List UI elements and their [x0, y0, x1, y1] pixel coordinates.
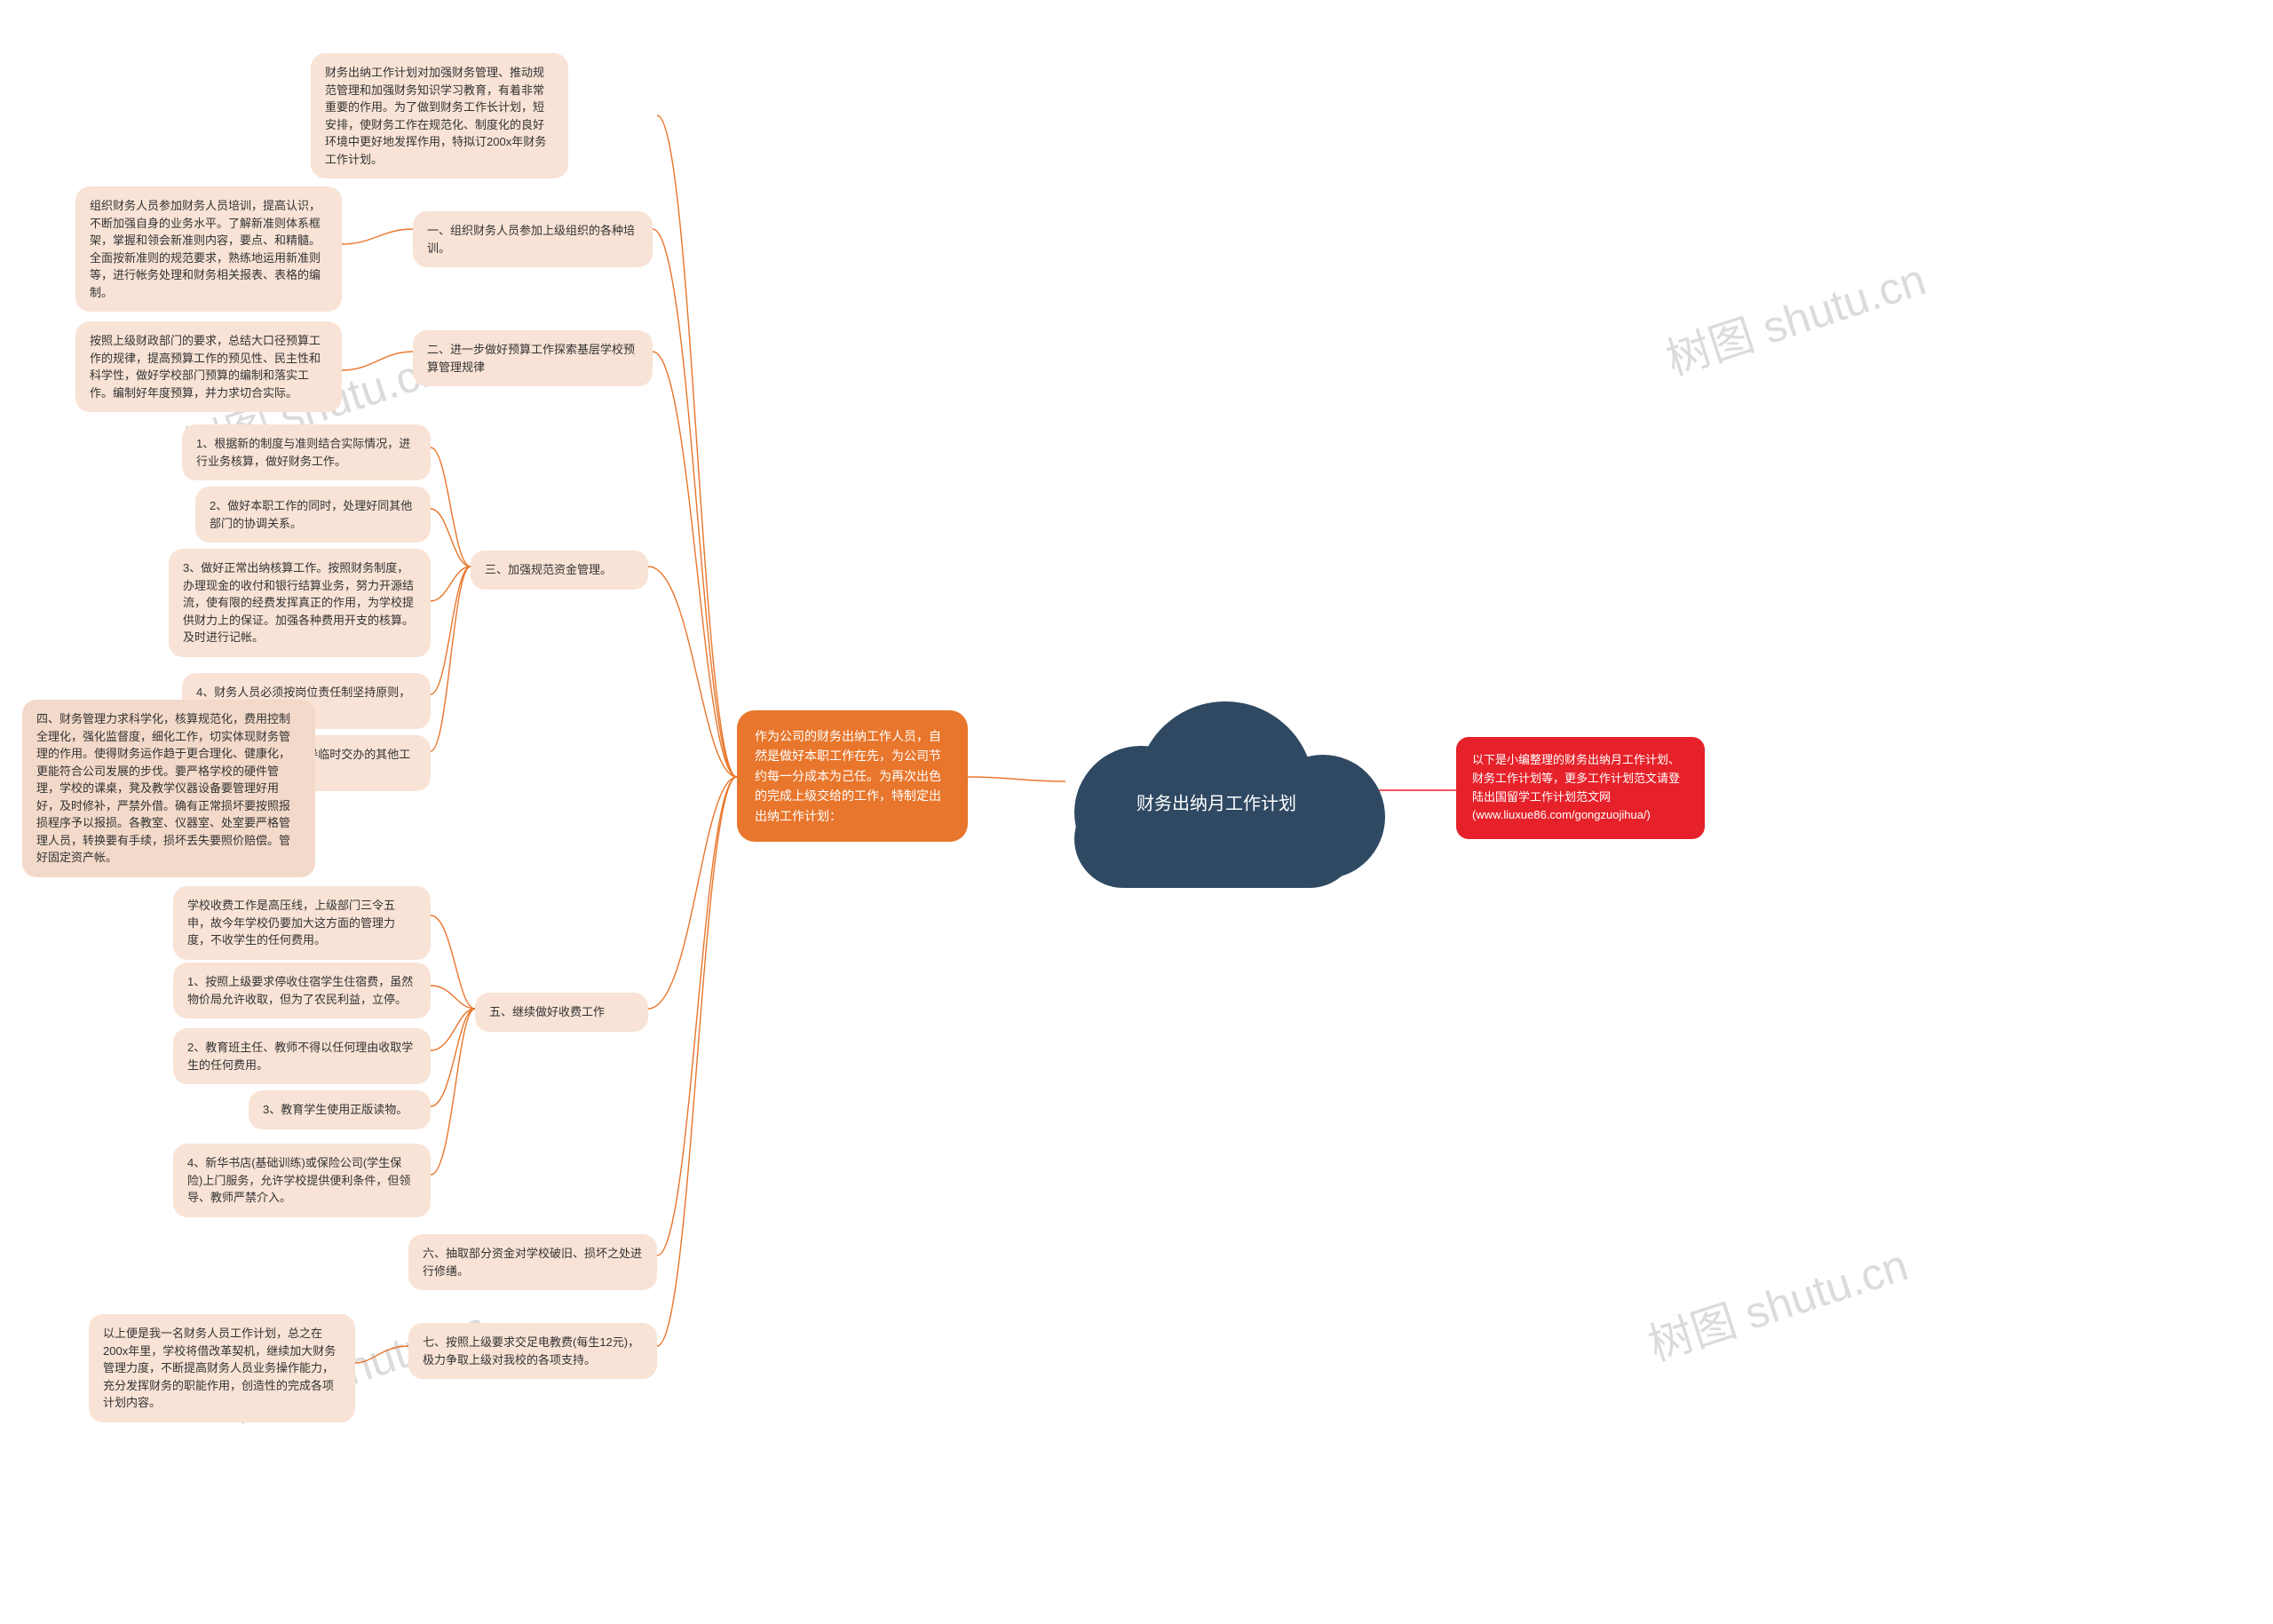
leaf-1-1[interactable]: 组织财务人员参加财务人员培训，提高认识，不断加强自身的业务水平。了解新准则体系框… [75, 186, 342, 312]
branch-label: 六、抽取部分资金对学校破旧、损坏之处进行修缮。 [423, 1247, 642, 1278]
leaf-7-1[interactable]: 以上便是我一名财务人员工作计划，总之在200x年里，学校将借改革契机，继续加大财… [89, 1314, 355, 1422]
branch-6[interactable]: 六、抽取部分资金对学校破旧、损坏之处进行修缮。 [408, 1234, 657, 1290]
leaf-5-4[interactable]: 4、新华书店(基础训练)或保险公司(学生保险)上门服务，允许学校提供便利条件，但… [173, 1144, 431, 1217]
branch-5[interactable]: 五、继续做好收费工作 [475, 993, 648, 1032]
branch-label: 三、加强规范资金管理。 [485, 563, 612, 576]
watermark: 树图 shutu.cn [1657, 244, 1932, 388]
branch-label: 一、组织财务人员参加上级组织的各种培训。 [427, 224, 635, 255]
leaf-5-1[interactable]: 1、按照上级要求停收住宿学生住宿费，虽然物价局允许收取，但为了农民利益，立停。 [173, 963, 431, 1018]
leaf-5-3[interactable]: 3、教育学生使用正版读物。 [249, 1090, 431, 1129]
hub-node[interactable]: 作为公司的财务出纳工作人员，自然是做好本职工作在先，为公司节约每一分成本为己任。… [737, 710, 968, 842]
source-note[interactable]: 以下是小编整理的财务出纳月工作计划、财务工作计划等，更多工作计划范文请登陆出国留… [1456, 737, 1705, 839]
leaf-3-1[interactable]: 1、根据新的制度与准则结合实际情况，进行业务核算，做好财务工作。 [182, 424, 431, 480]
branch-label: 五、继续做好收费工作 [489, 1005, 605, 1018]
leaf-5-0[interactable]: 学校收费工作是高压线，上级部门三令五申，故今年学校仍要加大这方面的管理力度，不收… [173, 886, 431, 960]
leaf-text: 按照上级财政部门的要求，总结大口径预算工作的规律，提高预算工作的预见性、民主性和… [90, 334, 321, 400]
leaf-text: 2、做好本职工作的同时，处理好同其他部门的协调关系。 [210, 499, 412, 530]
leaf-text: 1、按照上级要求停收住宿学生住宿费，虽然物价局允许收取，但为了农民利益，立停。 [187, 975, 413, 1006]
branch-7[interactable]: 七、按照上级要求交足电教费(每生12元)，极力争取上级对我校的各项支持。 [408, 1323, 657, 1379]
leaf-2-1[interactable]: 按照上级财政部门的要求，总结大口径预算工作的规律，提高预算工作的预见性、民主性和… [75, 321, 342, 412]
branch-intro[interactable]: 财务出纳工作计划对加强财务管理、推动规范管理和加强财务知识学习教育，有着非常重要… [311, 53, 568, 178]
leaf-text: 3、做好正常出纳核算工作。按照财务制度，办理现金的收付和银行结算业务，努力开源结… [183, 561, 414, 644]
hub-text: 作为公司的财务出纳工作人员，自然是做好本职工作在先，为公司节约每一分成本为己任。… [755, 729, 941, 823]
branch-label: 财务出纳工作计划对加强财务管理、推动规范管理和加强财务知识学习教育，有着非常重要… [325, 66, 546, 166]
leaf-text: 4、新华书店(基础训练)或保险公司(学生保险)上门服务，允许学校提供便利条件，但… [187, 1156, 410, 1204]
leaf-text: 2、教育班主任、教师不得以任何理由收取学生的任何费用。 [187, 1041, 413, 1072]
leaf-3-2[interactable]: 2、做好本职工作的同时，处理好同其他部门的协调关系。 [195, 487, 431, 543]
leaf-text: 3、教育学生使用正版读物。 [263, 1103, 408, 1116]
branch-label: 二、进一步做好预算工作探索基层学校预算管理规律 [427, 343, 635, 374]
title-cloud[interactable]: 财务出纳月工作计划 [1057, 701, 1376, 897]
title-text: 财务出纳月工作计划 [1136, 788, 1296, 814]
leaf-5-2[interactable]: 2、教育班主任、教师不得以任何理由收取学生的任何费用。 [173, 1028, 431, 1084]
watermark: 树图 shutu.cn [1639, 1230, 1914, 1374]
leaf-text: 以上便是我一名财务人员工作计划，总之在200x年里，学校将借改革契机，继续加大财… [103, 1327, 336, 1409]
leaf-text: 1、根据新的制度与准则结合实际情况，进行业务核算，做好财务工作。 [196, 437, 410, 468]
branch-label: 七、按照上级要求交足电教费(每生12元)，极力争取上级对我校的各项支持。 [423, 1335, 639, 1367]
branch-2[interactable]: 二、进一步做好预算工作探索基层学校预算管理规律 [413, 330, 653, 386]
branch-4-deep[interactable]: 四、财务管理力求科学化，核算规范化，费用控制全理化，强化监督度，细化工作，切实体… [22, 700, 315, 877]
branch-label: 四、财务管理力求科学化，核算规范化，费用控制全理化，强化监督度，细化工作，切实体… [36, 712, 290, 864]
branch-3[interactable]: 三、加强规范资金管理。 [471, 551, 648, 590]
leaf-text: 组织财务人员参加财务人员培训，提高认识，不断加强自身的业务水平。了解新准则体系框… [90, 199, 321, 299]
source-note-text: 以下是小编整理的财务出纳月工作计划、财务工作计划等，更多工作计划范文请登陆出国留… [1472, 753, 1680, 821]
leaf-3-3[interactable]: 3、做好正常出纳核算工作。按照财务制度，办理现金的收付和银行结算业务，努力开源结… [169, 549, 431, 657]
branch-1[interactable]: 一、组织财务人员参加上级组织的各种培训。 [413, 211, 653, 267]
mindmap-canvas: 树图 shutu.cn 树图 shutu.cn 树图 shutu.cn 树图 s… [0, 0, 2273, 1624]
leaf-text: 学校收费工作是高压线，上级部门三令五申，故今年学校仍要加大这方面的管理力度，不收… [187, 899, 395, 947]
